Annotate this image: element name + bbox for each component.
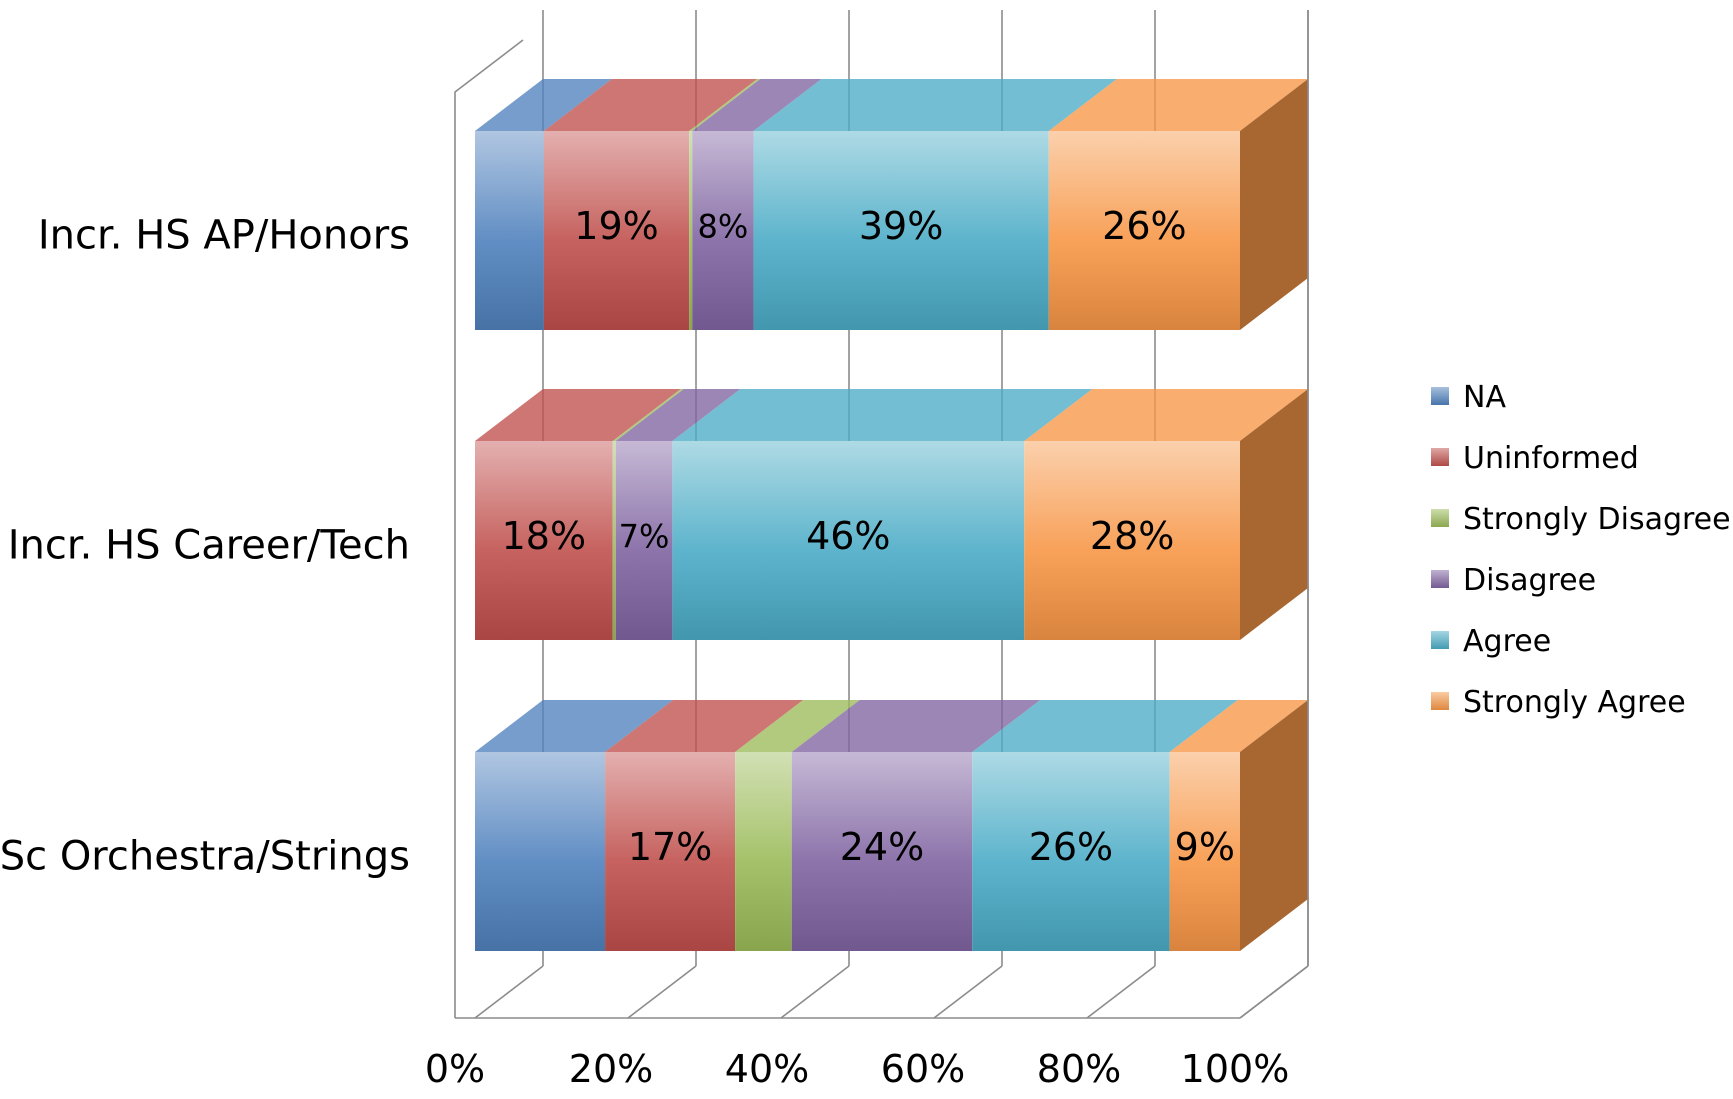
bar-0-1 [543, 131, 690, 330]
x-tick-label-4: 80% [1037, 1047, 1121, 1091]
bar-top-2-0 [475, 700, 674, 752]
data-label-0-1: 19% [574, 204, 658, 248]
legend: NA Uninformed Strongly Disagree Disagree Agr… [1431, 380, 1731, 720]
bar-top-0-4 [753, 79, 1117, 131]
category-label-1: Incr. HS Career/Tech [8, 523, 410, 569]
bar-0-0 [475, 131, 544, 330]
data-label-1-4: 46% [806, 514, 890, 558]
floor-right-edge [1239, 965, 1309, 1019]
bar-top-2-5 [1169, 700, 1308, 752]
bar-top-1-4 [672, 389, 1093, 441]
x-tick-label-1: 20% [569, 1047, 653, 1091]
data-label-0-3: 8% [697, 208, 748, 246]
x-tick-label-5: 100% [1181, 1047, 1290, 1091]
legend-label-2: Strongly Disagree [1463, 502, 1731, 537]
bar-0-4 [753, 131, 1049, 330]
legend-label-4: Agree [1463, 624, 1551, 659]
legend-swatch-5 [1431, 692, 1449, 710]
bar-2-1 [605, 752, 736, 951]
category-label-2: Sc Orchestra/Strings [0, 834, 410, 880]
data-label-1-5: 28% [1090, 514, 1174, 558]
bar-top-0-2 [689, 79, 761, 131]
bar-2-3 [791, 752, 973, 951]
bar-group-1 [475, 389, 1308, 640]
bar-2-0 [475, 752, 606, 951]
legend-swatch-4 [1431, 631, 1449, 649]
bar-top-2-2 [735, 700, 860, 752]
data-label-2-5: 9% [1175, 825, 1235, 869]
legend-label-5: Strongly Agree [1463, 685, 1686, 720]
legend-swatch-2 [1431, 509, 1449, 527]
data-label-1-3: 7% [619, 518, 670, 556]
legend-label-0: NA [1463, 380, 1506, 415]
bar-top-0-0 [475, 79, 612, 131]
data-label-2-3: 24% [840, 825, 924, 869]
legend-swatch-0 [1431, 387, 1449, 405]
data-label-2-4: 26% [1029, 825, 1113, 869]
bar-top-2-3 [791, 700, 1041, 752]
bar-top-1-2 [612, 389, 684, 441]
bar-0-5 [1048, 131, 1240, 330]
bar-top-0-3 [692, 79, 822, 131]
bar-side-2 [1240, 700, 1308, 951]
floor-gridline-3 [933, 965, 1003, 1019]
bar-1-5 [1024, 441, 1240, 640]
bar-side-0 [1240, 79, 1308, 330]
bar-top-2-1 [605, 700, 804, 752]
bar-2-2 [735, 752, 792, 951]
bar-top-1-1 [475, 389, 681, 441]
data-label-0-5: 26% [1102, 204, 1186, 248]
bar-top-0-1 [543, 79, 758, 131]
data-labels: 19% 8% 39% 26% 18% 7% 46% 28% 17% 24% 26% 9% [502, 204, 1235, 869]
legend-label-1: Uninformed [1463, 441, 1639, 476]
bar-2-4 [972, 752, 1170, 951]
bar-0-3 [692, 131, 754, 330]
floor-gridline-1 [627, 965, 697, 1019]
bar-top-0-5 [1048, 79, 1308, 131]
left-wall [454, 39, 524, 1018]
bar-1-1 [475, 441, 613, 640]
bar-top-1-5 [1024, 389, 1308, 441]
bar-top-2-4 [972, 700, 1238, 752]
bar-1-2 [612, 441, 616, 640]
bars [475, 79, 1308, 951]
bar-2-5 [1169, 752, 1240, 951]
axes: Incr. HS AP/Honors Incr. HS Career/Tech Sc… [0, 10, 1309, 1091]
legend-label-3: Disagree [1463, 563, 1596, 598]
bar-top-1-3 [615, 389, 741, 441]
bar-0-2 [689, 131, 693, 330]
bar-group-2 [475, 700, 1308, 951]
legend-swatch-3 [1431, 570, 1449, 588]
data-label-1-1: 18% [502, 514, 586, 558]
data-label-2-1: 17% [628, 825, 712, 869]
bar-group-0 [475, 79, 1308, 330]
floor-gridline-0 [474, 965, 544, 1019]
bar-1-4 [672, 441, 1025, 640]
x-tick-label-2: 40% [725, 1047, 809, 1091]
data-label-0-4: 39% [859, 204, 943, 248]
bar-1-3 [615, 441, 673, 640]
x-tick-label-3: 60% [881, 1047, 965, 1091]
category-label-0: Incr. HS AP/Honors [38, 213, 410, 259]
bar-side-1 [1240, 389, 1308, 640]
floor-gridline-4 [1086, 965, 1156, 1019]
legend-swatch-1 [1431, 448, 1449, 466]
floor-gridline-2 [780, 965, 850, 1019]
x-tick-label-0: 0% [425, 1047, 485, 1091]
